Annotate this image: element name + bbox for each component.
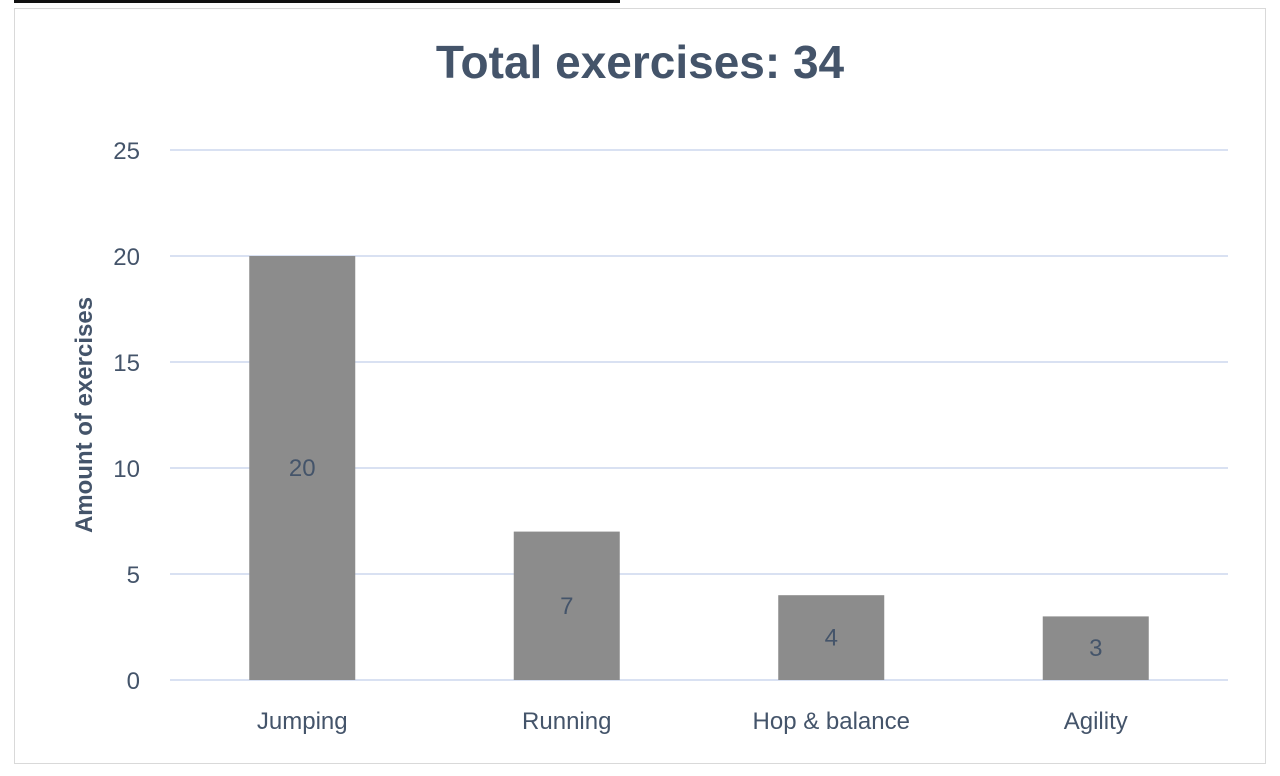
x-tick-label: Jumping: [257, 708, 348, 735]
top-rule: [14, 0, 620, 3]
bars: [249, 256, 1149, 680]
bar-running: [513, 531, 620, 680]
data-label: 20: [289, 455, 316, 482]
y-tick-labels: 0 5 10 15 20 25: [113, 138, 140, 695]
y-tick-label: 25: [113, 138, 140, 165]
data-label: 4: [825, 625, 838, 652]
bar-hop-balance: [778, 595, 885, 680]
data-label: 3: [1089, 635, 1102, 662]
data-label: 7: [560, 593, 573, 620]
x-tick-label: Running: [522, 708, 611, 735]
y-tick-label: 10: [113, 456, 140, 483]
bar-agility: [1042, 616, 1149, 680]
chart-title: Total exercises: 34: [436, 36, 845, 88]
y-tick-label: 15: [113, 350, 140, 377]
y-tick-label: 20: [113, 244, 140, 271]
x-tick-labels: Jumping Running Hop & balance Agility: [257, 708, 1128, 735]
y-tick-label: 5: [127, 562, 140, 589]
y-tick-label: 0: [127, 668, 140, 695]
x-tick-label: Agility: [1064, 708, 1128, 735]
data-labels: 20 7 4 3: [289, 455, 1103, 662]
x-tick-label: Hop & balance: [753, 708, 910, 735]
y-axis-label: Amount of exercises: [71, 297, 98, 533]
bar-jumping: [249, 256, 356, 680]
